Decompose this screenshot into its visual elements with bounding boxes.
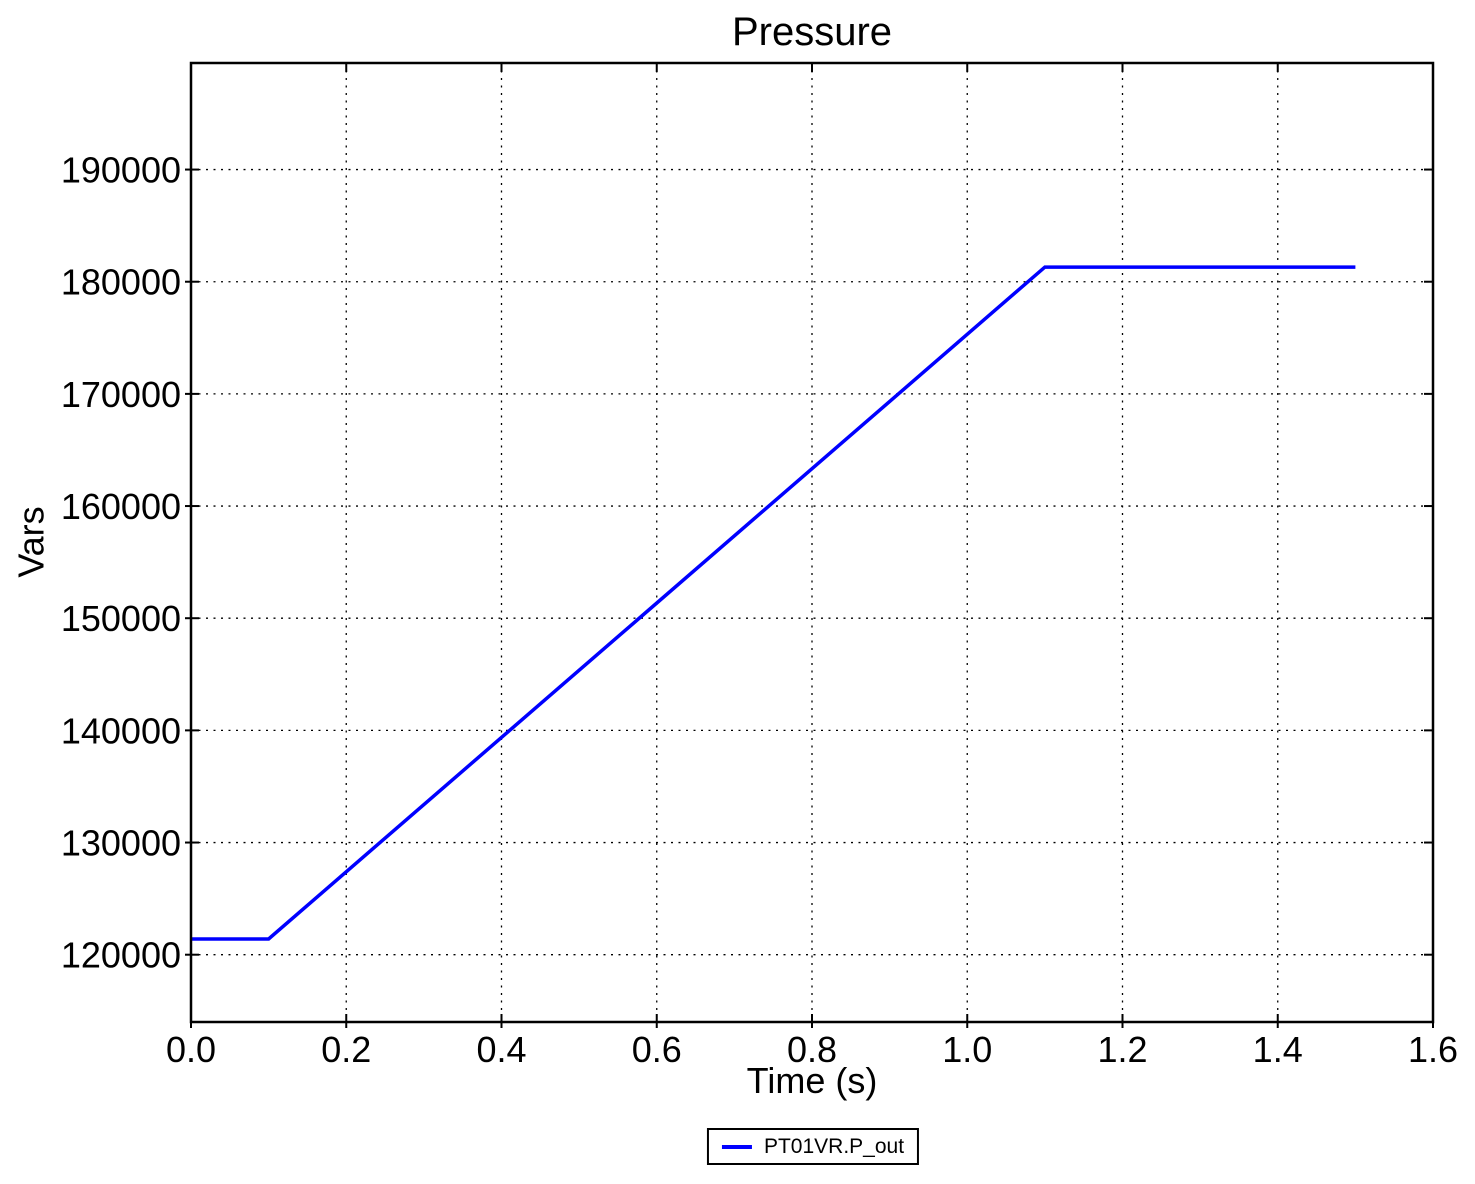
x-tick-label: 1.2: [1097, 1029, 1147, 1070]
y-tick-labels: 120000 130000 140000 150000 160000 170000 1800…: [61, 150, 181, 976]
legend-line-sample: [721, 1144, 752, 1149]
legend-series-label: PT01VR.P_out: [763, 1135, 905, 1158]
legend: PT01VR.P_out: [706, 1128, 920, 1166]
y-tick-label: 130000: [61, 823, 181, 864]
x-axis-label: Time (s): [746, 1060, 878, 1101]
x-tick-label: 1.6: [1408, 1029, 1458, 1070]
series-line-0: [191, 265, 1356, 941]
x-tick-label: 1.0: [942, 1029, 992, 1070]
y-tick-label: 150000: [61, 598, 181, 639]
y-tick-label: 140000: [61, 710, 181, 751]
y-tick-label: 180000: [61, 262, 181, 303]
x-tick-label: 0.2: [321, 1029, 371, 1070]
x-tick-label: 0.8: [787, 1029, 837, 1070]
x-tick-label: 1.4: [1253, 1029, 1303, 1070]
x-tick-label: 0.6: [632, 1029, 682, 1070]
x-tick-label: 0.0: [166, 1029, 216, 1070]
grid: [190, 63, 1434, 1022]
chart-title: Pressure: [731, 10, 893, 54]
x-tick-labels: 0.0 0.2 0.4 0.6 0.8 1.0 1.2 1.4 1.6: [166, 1029, 1458, 1070]
y-tick-label: 120000: [61, 935, 181, 976]
axis-ticks: [185, 63, 1434, 1028]
y-tick-label: 160000: [61, 486, 181, 527]
x-tick-label: 0.4: [476, 1029, 526, 1070]
y-tick-label: 190000: [61, 150, 181, 191]
y-tick-label: 170000: [61, 374, 181, 415]
